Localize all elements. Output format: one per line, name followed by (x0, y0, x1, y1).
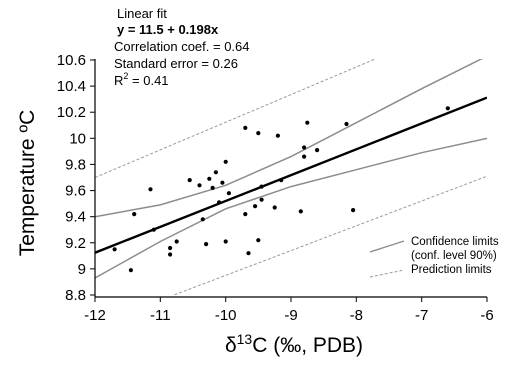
data-point (259, 184, 264, 189)
data-point (187, 178, 192, 183)
x-ticks: -12 -11 -10 -9 -8 -7 -6 (84, 297, 494, 324)
legend-prediction-label: Prediction limits (411, 264, 492, 276)
data-point (344, 121, 349, 127)
data-point (243, 212, 248, 217)
data-point (315, 148, 320, 153)
data-point (128, 268, 133, 273)
data-point (210, 185, 215, 190)
correlation-coefficient: Correlation coef. = 0.64 (114, 39, 250, 54)
data-point (305, 120, 310, 125)
prediction-limit-upper (95, 59, 377, 178)
y-tick-label: 8.8 (65, 287, 86, 304)
legend-confidence-swatch (369, 240, 405, 253)
fit-heading: Linear fit (117, 6, 167, 21)
data-point (272, 205, 277, 210)
x-tick-label: -12 (84, 307, 106, 324)
y-tick-label: 9 (78, 261, 86, 278)
data-point (351, 208, 356, 213)
y-tick-label: 9.2 (65, 235, 86, 252)
y-axis-title: Temperature ºC (16, 110, 39, 257)
data-point (112, 247, 117, 252)
data-point (253, 204, 258, 209)
data-point (246, 251, 251, 256)
data-point (197, 183, 202, 188)
x-tick-label: -7 (415, 307, 428, 324)
data-point (223, 239, 228, 244)
legend: Confidence limits (conf. level 90%) Pred… (369, 236, 499, 278)
legend-confidence-sublabel: (conf. level 90%) (411, 250, 497, 262)
x-tick-label: -9 (284, 307, 297, 324)
x-tick-label: -8 (350, 307, 363, 324)
x-tick-label: -11 (150, 307, 171, 324)
r-squared: R2 = 0.41 (114, 71, 169, 88)
data-point (207, 176, 212, 181)
y-tick-label: 9.8 (65, 156, 86, 173)
data-point (445, 106, 450, 111)
y-ticks: 8.8 9 9.2 9.4 9.6 9.8 10 10.2 10.4 10.6 (57, 52, 95, 304)
data-point (204, 242, 209, 247)
data-point (151, 227, 156, 232)
regression-line (95, 96, 487, 254)
y-tick-label: 10.6 (57, 52, 86, 69)
data-point (298, 209, 303, 214)
confidence-limit-upper (95, 59, 483, 218)
data-point (168, 245, 173, 251)
data-points (112, 106, 450, 273)
data-point (243, 125, 248, 130)
limit-bands (95, 59, 487, 295)
data-point (174, 239, 179, 244)
data-point (302, 145, 307, 150)
data-point (132, 212, 137, 217)
x-tick-label: -6 (480, 307, 493, 324)
data-point (223, 159, 228, 164)
data-point (168, 252, 173, 257)
y-tick-label: 9.6 (65, 183, 86, 200)
data-point (279, 178, 284, 183)
standard-error: Standard error = 0.26 (114, 56, 238, 71)
data-point (200, 217, 205, 222)
data-point (226, 191, 231, 196)
confidence-limit-lower (95, 137, 487, 279)
data-point (220, 180, 225, 185)
data-point (217, 200, 222, 205)
data-point (302, 154, 307, 159)
data-point (259, 197, 264, 202)
y-tick-label: 10 (69, 130, 86, 147)
y-tick-label: 10.2 (57, 104, 86, 121)
x-tick-label: -10 (215, 307, 237, 324)
data-point (256, 131, 261, 136)
fit-line-group (95, 96, 487, 254)
data-point (275, 133, 280, 138)
y-tick-label: 10.4 (57, 78, 86, 95)
x-axis-title: δ13C (‰, PDB) (225, 331, 363, 357)
legend-prediction-swatch (369, 269, 405, 278)
data-point (213, 170, 218, 175)
y-tick-label: 9.4 (65, 209, 86, 226)
data-point (256, 238, 261, 243)
fit-equation: y = 11.5 + 0.198x (117, 22, 219, 37)
data-point (148, 187, 153, 192)
legend-confidence-label: Confidence limits (411, 236, 499, 248)
